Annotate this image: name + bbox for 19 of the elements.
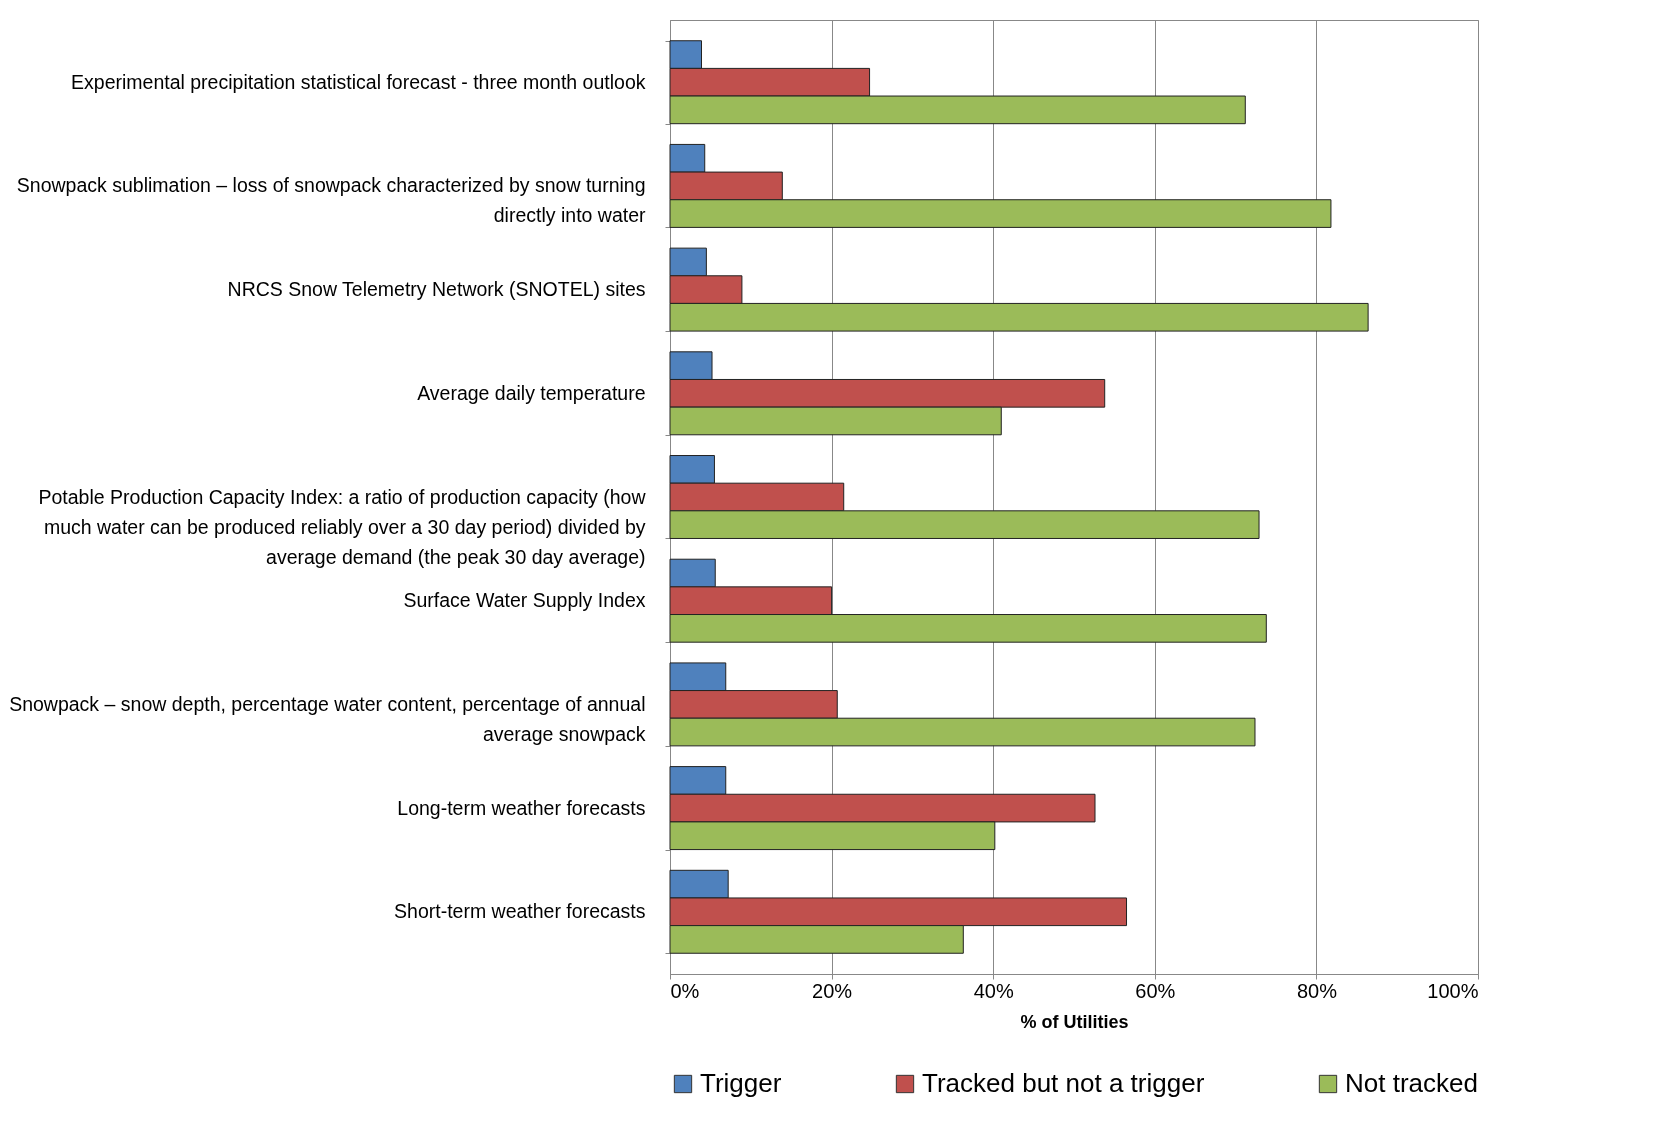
- x-tick-label: 40%: [973, 979, 1014, 1002]
- y-tick-label: Snowpack sublimation – loss of snowpack characterized by snow turning directly into water: [16, 174, 646, 227]
- x-tick-label: 20%: [812, 979, 853, 1002]
- legend-label: Tracked but not a trigger: [922, 1068, 1205, 1098]
- y-tick-label: Long-term weather forecasts: [397, 796, 646, 819]
- y-tick-label: Snowpack – snow depth, percentage water content, percentage of annual average snowpack: [9, 692, 646, 745]
- x-axis-title: % of Utilities: [1020, 1011, 1129, 1032]
- y-tick-label: Short-term weather forecasts: [394, 900, 646, 923]
- y-tick-label: Surface Water Supply Index: [403, 589, 646, 612]
- x-tick-label: 80%: [1296, 979, 1338, 1002]
- x-tick-label: 0%: [670, 979, 700, 1002]
- x-tick-label: 100%: [1427, 979, 1479, 1002]
- legend-label: Not tracked: [1345, 1068, 1478, 1098]
- y-tick-label: NRCS Snow Telemetry Network (SNOTEL) sites: [227, 278, 646, 301]
- legend-label: Trigger: [700, 1068, 782, 1098]
- y-tick-label: Average daily temperature: [417, 381, 646, 404]
- y-tick-label: Experimental precipitation statistical forecast - three month outlook: [71, 70, 646, 93]
- x-tick-label: 60%: [1135, 979, 1176, 1002]
- y-tick-label: Potable Production Capacity Index: a ratio of production capacity (how much water can be produced reliably over a 30 day period) divided by average demand (the peak 30 day average): [38, 485, 647, 568]
